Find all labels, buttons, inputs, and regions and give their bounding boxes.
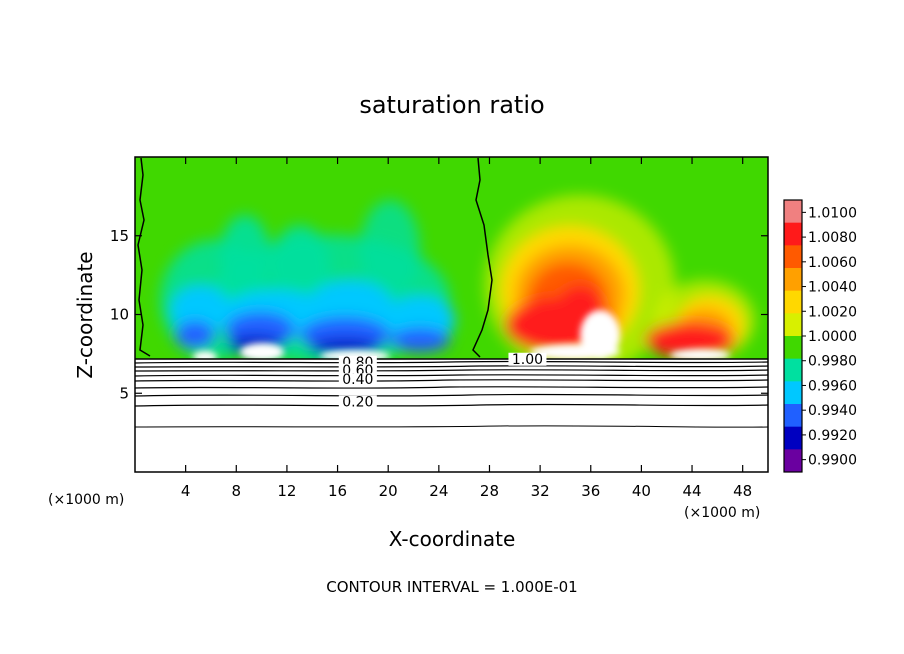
x-axis: 4 8 12 16 20 24 28 32 36 40 44 48 <box>181 157 752 500</box>
x-tick-label: 4 <box>181 482 191 500</box>
y-tick-label: 5 <box>119 384 129 402</box>
moist-blob <box>645 322 735 358</box>
colorbar-label: 0.9920 <box>808 428 857 444</box>
y-tick-label: 15 <box>110 227 129 245</box>
x-tick-label: 40 <box>632 482 651 500</box>
dry-blob <box>390 328 450 352</box>
x-tick-label: 12 <box>277 482 296 500</box>
colorbar-swatch <box>784 245 802 269</box>
contour-1-left <box>137 157 151 357</box>
colorbar-swatch <box>784 404 802 428</box>
masked-patch <box>670 349 730 359</box>
colorbar-label: 0.9900 <box>808 453 857 469</box>
contour-line <box>134 386 769 389</box>
x-tick-label: 8 <box>232 482 242 500</box>
colorbar-label: 1.0080 <box>808 230 857 246</box>
colorbar-swatch <box>784 449 802 473</box>
x-tick-label: 36 <box>581 482 600 500</box>
colorbar-swatch <box>784 222 802 246</box>
dry-blob <box>170 285 230 335</box>
x-axis-unit: (×1000 m) <box>684 505 760 521</box>
contour-label-bg <box>338 373 377 387</box>
x-tick-label: 16 <box>328 482 347 500</box>
contour-label: 1.00 <box>512 352 543 368</box>
contour-1-mid <box>472 157 493 358</box>
contour-label-bg <box>508 352 547 366</box>
x-tick-label: 32 <box>531 482 550 500</box>
contour-line <box>134 379 769 382</box>
colorbar-label: 1.0000 <box>808 329 857 345</box>
dry-blob <box>175 321 215 349</box>
contour-line <box>134 365 769 368</box>
y-tick-label: 10 <box>110 306 129 324</box>
y-axis: 5 10 15 <box>110 227 768 402</box>
colorbar-label: 0.9980 <box>808 354 857 370</box>
contour-label: 0.20 <box>342 394 373 410</box>
contour-line <box>134 374 769 377</box>
colorbar-swatch <box>784 336 802 360</box>
x-tick-label: 20 <box>379 482 398 500</box>
colorbar: 1.0100 1.0080 1.0060 1.0040 1.0020 1.0000 0.99… <box>783 199 857 473</box>
colorbar-label: 1.0060 <box>808 255 857 271</box>
x-tick-label: 24 <box>429 482 448 500</box>
colorbar-swatch <box>784 313 802 337</box>
colorbar-swatch <box>784 381 802 405</box>
contour-labels: 0.800.600.400.201.00 <box>338 352 547 410</box>
x-tick-label: 48 <box>733 482 752 500</box>
colorbar-swatch <box>784 290 802 314</box>
dry-region <box>160 200 455 359</box>
x-axis-label: X-coordinate <box>389 527 516 551</box>
y-axis-label: Z-coordinate <box>73 251 97 378</box>
chart-title: saturation ratio <box>359 91 544 119</box>
colorbar-label: 0.9940 <box>808 403 857 419</box>
masked-patch <box>240 343 284 359</box>
saturation-field <box>135 157 768 359</box>
colorbar-label: 1.0100 <box>808 205 857 221</box>
colorbar-label: 1.0020 <box>808 304 857 320</box>
contour-line <box>134 360 769 364</box>
dry-blob <box>360 200 420 300</box>
contour-label-bg <box>338 395 377 409</box>
x-tick-label: 44 <box>682 482 701 500</box>
contour-line <box>134 393 769 397</box>
dry-blob <box>220 215 270 295</box>
colorbar-label: 0.9960 <box>808 378 857 394</box>
colorbar-swatch <box>784 268 802 292</box>
contour-line <box>134 425 769 428</box>
contour-lines <box>134 358 769 428</box>
colorbar-swatch <box>784 426 802 450</box>
moist-region <box>485 195 755 359</box>
contour-line <box>134 403 769 407</box>
y-axis-unit: (×1000 m) <box>48 492 124 508</box>
contour-line <box>134 369 769 372</box>
colorbar-swatch <box>784 200 802 224</box>
masked-patch <box>193 351 217 359</box>
contour-label: 0.40 <box>342 372 373 388</box>
colorbar-label: 1.0040 <box>808 280 857 296</box>
x-tick-label: 28 <box>480 482 499 500</box>
contour-interval-note: CONTOUR INTERVAL = 1.000E-01 <box>326 578 577 596</box>
colorbar-swatch <box>784 358 802 382</box>
masked-patch <box>530 344 620 359</box>
